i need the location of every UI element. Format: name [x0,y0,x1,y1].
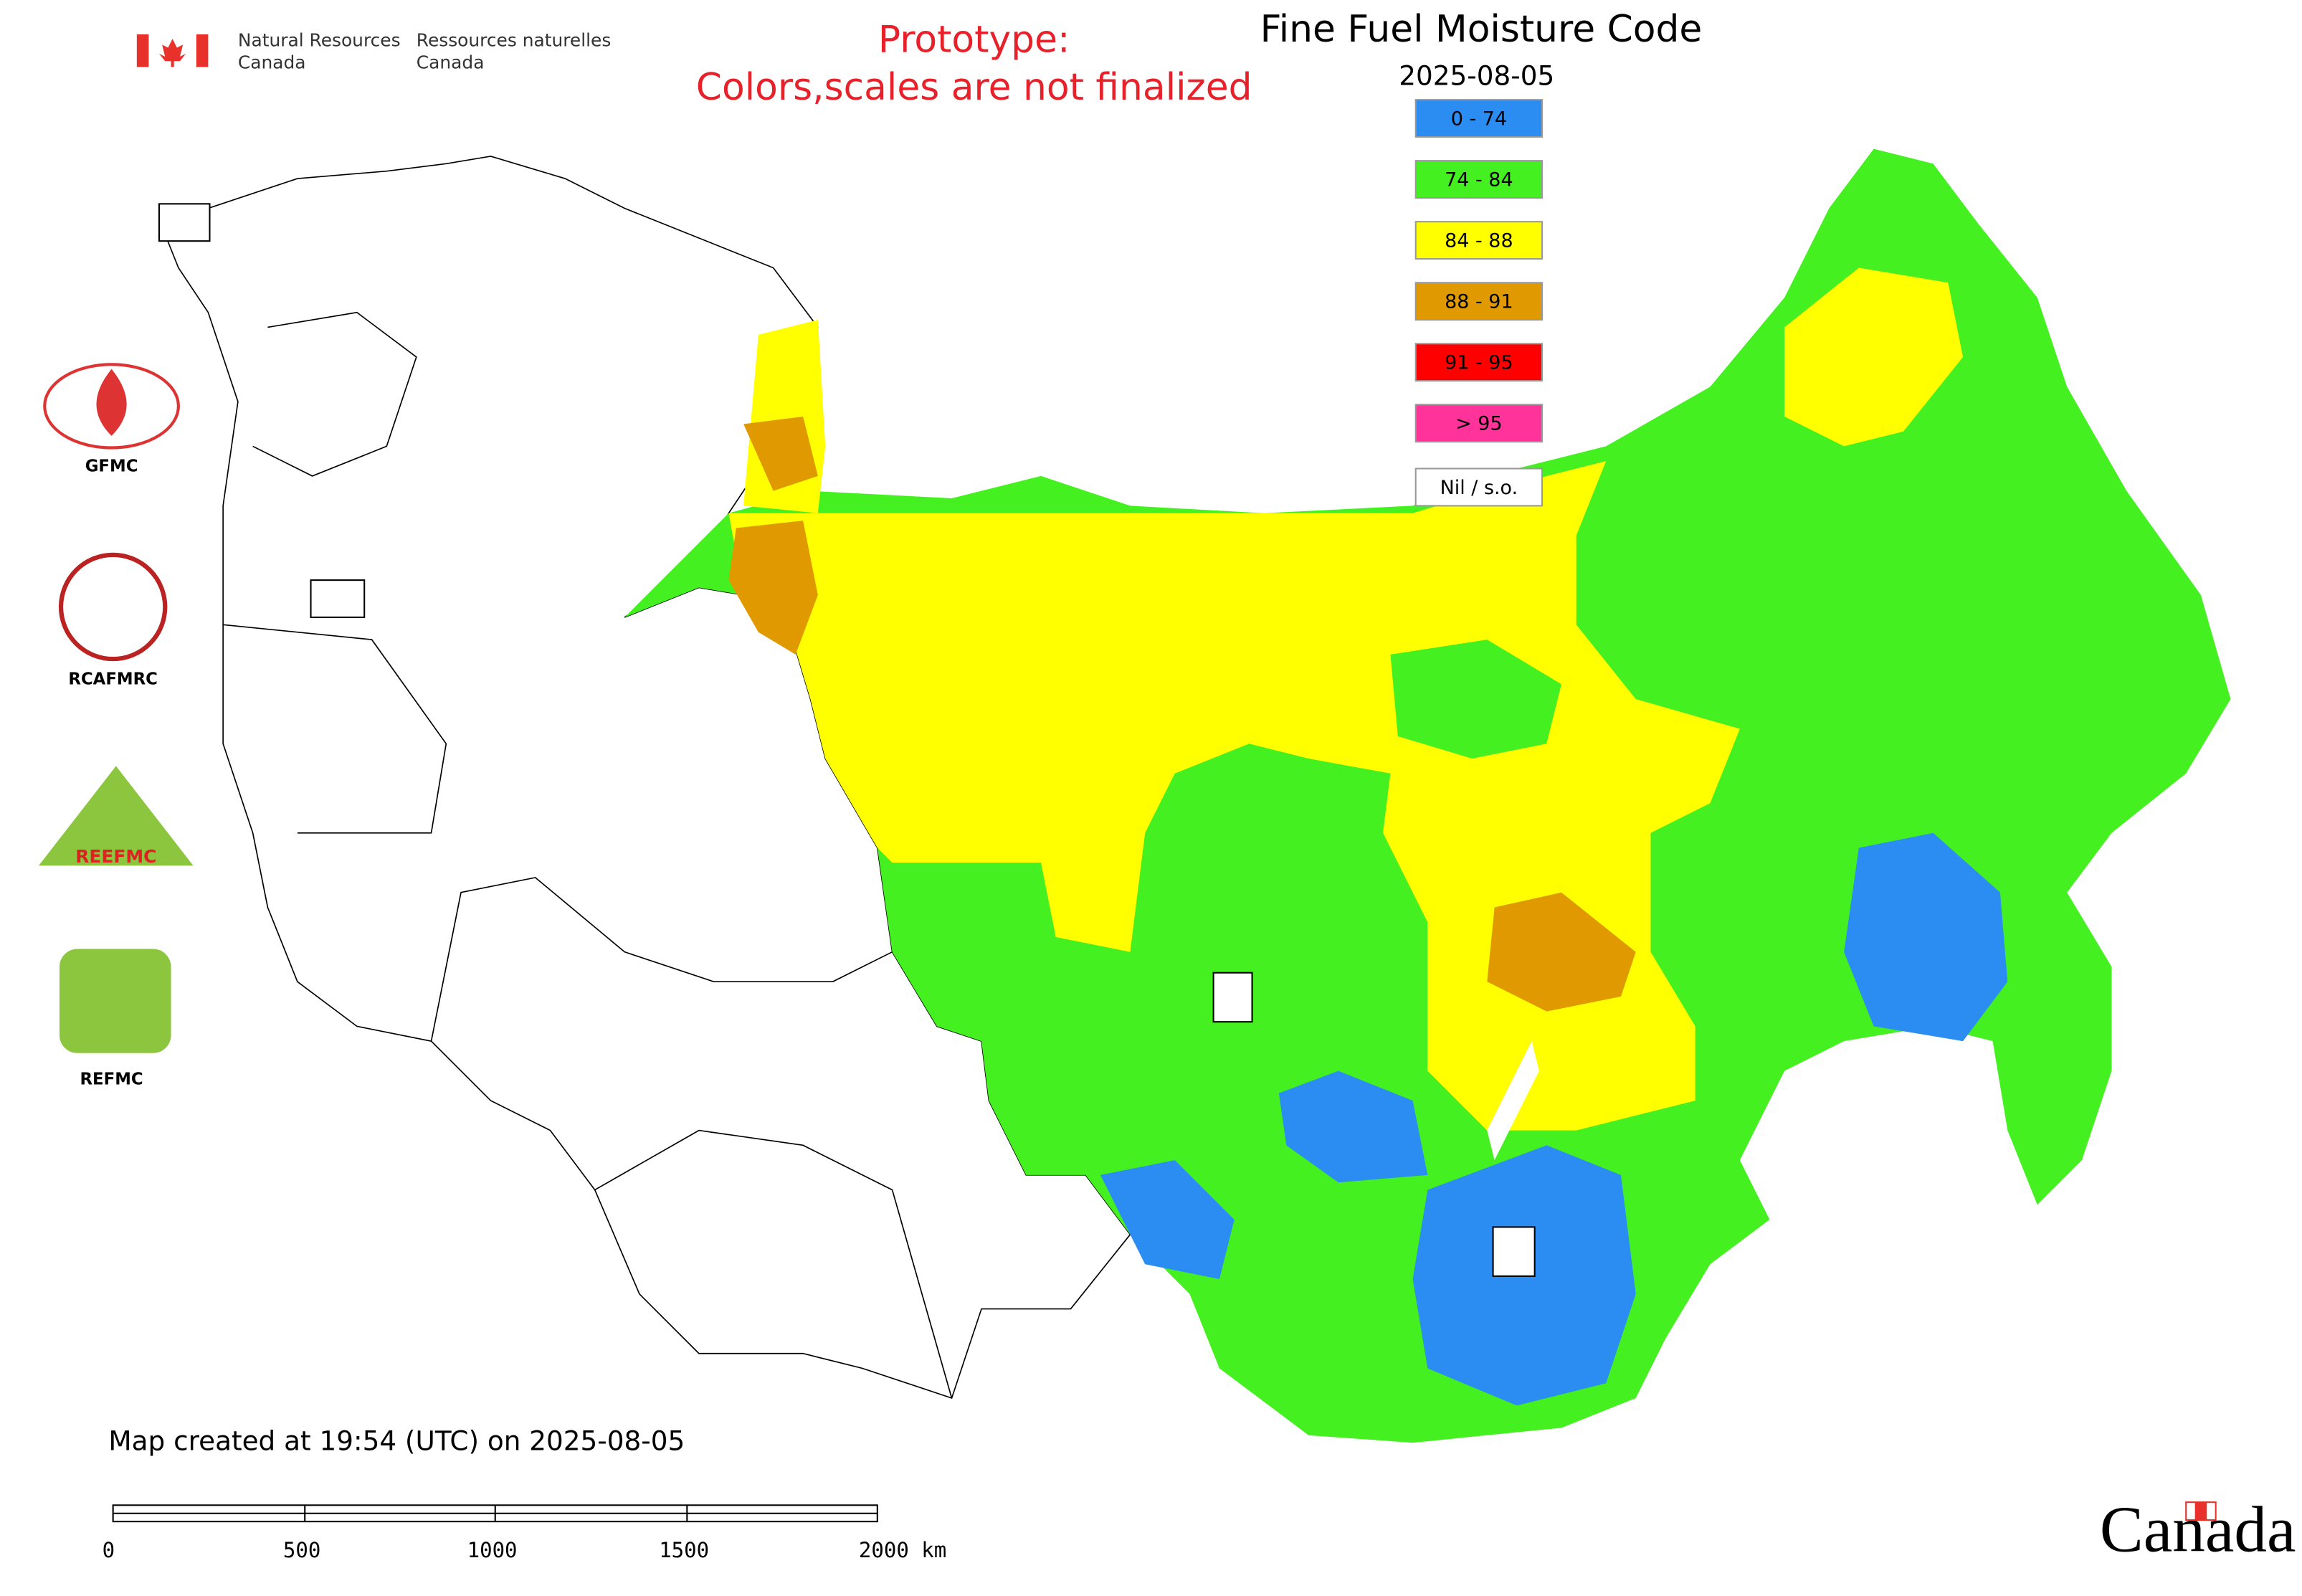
legend-swatch [1414,160,1544,199]
map-title: Fine Fuel Moisture Code [1260,8,1703,51]
legend-swatch [1414,99,1544,138]
logo-label: GFMC [85,457,138,476]
agency-fr: Ressources naturelles [417,29,612,50]
legend-label: 84 - 88 [1445,229,1513,252]
legend-swatch [1414,221,1544,260]
legend-label: 91 - 95 [1445,352,1513,374]
legend-label: 74 - 84 [1445,168,1513,191]
scale-labels: 0 500 1000 1500 2000 km [103,1538,947,1562]
notice: Colors,scales are not finalized [696,66,1252,109]
legend: 0 - 74 74 - 84 84 - 88 88 - 91 91 - 95 > 95 Ni… [1414,99,1544,507]
logo-marker [1212,972,1253,1023]
scale-label: 1500 [659,1538,709,1562]
agency-en: Natural Resources [238,29,401,50]
logos: GFMC RCAFMRC REEFMC REFMC [38,203,1536,1277]
class-area [1100,832,2008,1406]
legend-swatch [1414,343,1544,382]
logo-marker [1492,1226,1536,1277]
logo-marker [310,579,366,619]
legend-label: 88 - 91 [1445,291,1513,313]
scale-label: 0 [103,1538,115,1562]
scale-label: 1000 [467,1538,518,1562]
class-area [728,416,1636,1012]
legend-label: Nil / s.o. [1440,477,1518,499]
gfmc-logo [43,363,180,450]
scale-bar [112,1504,878,1523]
fire-danger-map [624,148,2231,1443]
agency-fr: Canada [417,52,485,73]
logo-marker [158,203,211,242]
agency-en: Canada [238,52,306,73]
logo-label: RCAFMRC [68,670,157,688]
map-date: 2025-08-05 [1399,60,1554,91]
legend-label: > 95 [1455,413,1502,435]
government-signature: Natural Resources Canada Ressources natu… [136,29,612,73]
scale-label: 2000 km [859,1538,946,1562]
legend-swatch [1414,282,1544,321]
legend-label: 0 - 74 [1451,108,1507,130]
scale-label: 500 [283,1538,320,1562]
notice: Prototype: [878,19,1070,62]
class-area [1390,640,1562,759]
rcafmrc-logo [58,552,168,662]
class-area [728,267,1964,1131]
reefmc-logo [38,766,194,866]
logo-label: REFMC [80,1070,143,1088]
legend-swatch [1414,467,1544,507]
lake [1487,1041,1539,1161]
creation-note: Map created at 19:54 (UTC) on 2025-08-05 [108,1425,685,1457]
legend-swatch [1414,404,1544,443]
logo-label: REEFMC [75,846,156,867]
refmc-logo [59,949,171,1053]
